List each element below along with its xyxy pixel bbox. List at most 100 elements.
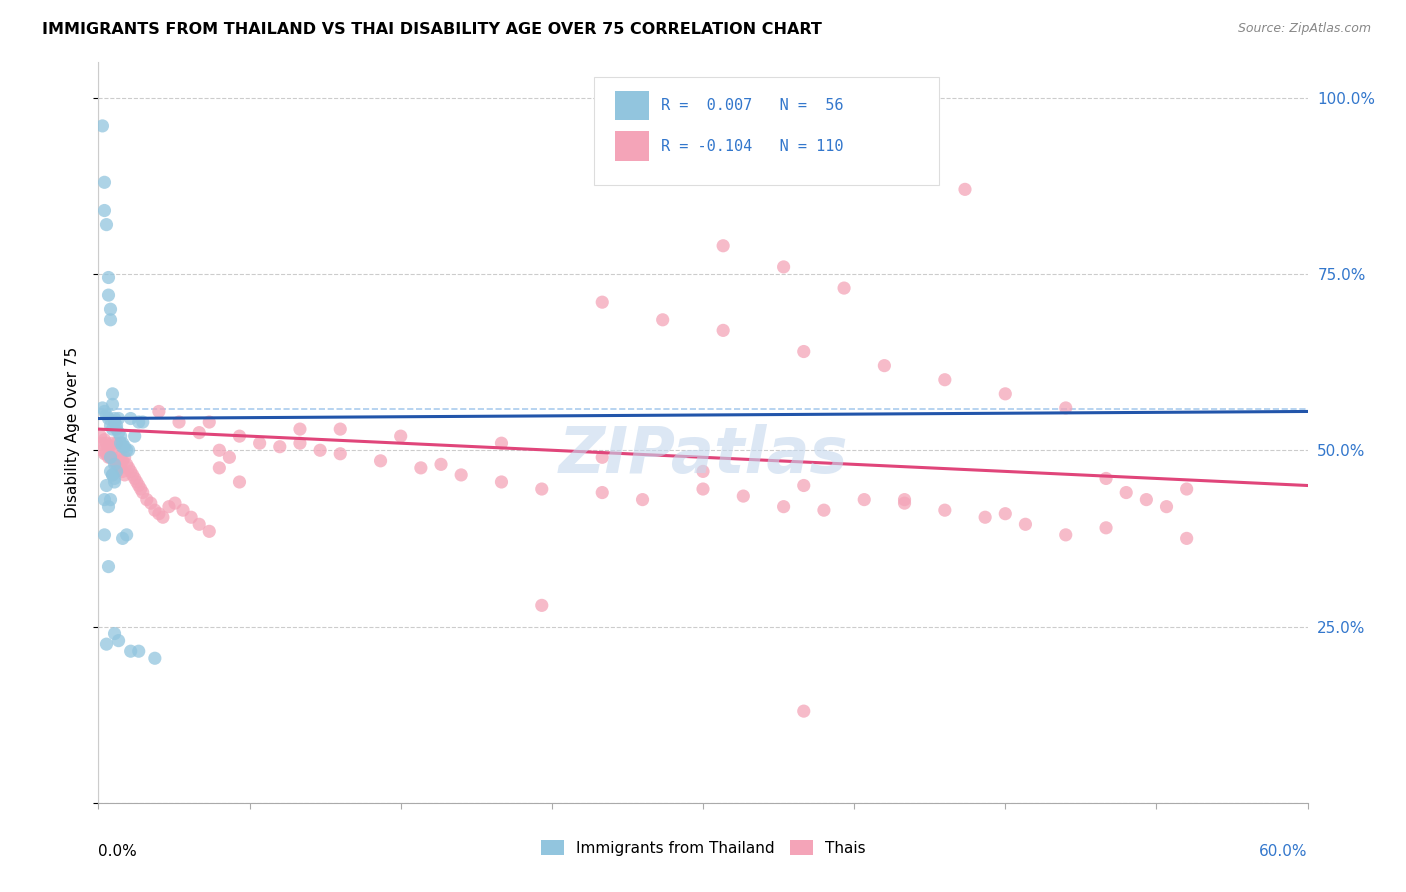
Point [89,429,111,443]
Point [148,507,170,521]
Point [218,450,240,465]
Point [163,496,186,510]
Point [228,429,250,443]
Point [93,492,115,507]
Point [93,203,115,218]
Point [167,415,190,429]
Point [97,559,120,574]
Point [103,454,125,468]
Point [114,450,136,465]
Point [93,447,115,461]
Point [103,415,125,429]
Point [198,415,221,429]
Point [120,411,142,425]
Point [115,443,138,458]
Y-axis label: Disability Age Over 75: Disability Age Over 75 [65,347,80,518]
Point [100,440,122,454]
Point [120,464,142,478]
Point [118,461,141,475]
Point [188,425,211,440]
Point [157,500,180,514]
Point [105,464,128,478]
Point [772,500,794,514]
Point [249,436,271,450]
Legend: Immigrants from Thailand, Thais: Immigrants from Thailand, Thais [534,834,872,862]
Point [118,443,141,458]
Point [934,373,956,387]
Text: ZIPatlas: ZIPatlas [558,424,848,486]
Point [491,475,513,489]
Point [103,471,125,485]
Point [96,408,118,422]
Point [1156,500,1178,514]
Point [711,323,734,337]
Point [101,467,124,482]
Point [125,475,148,489]
Point [100,450,122,465]
Point [105,436,128,450]
Point [110,461,132,475]
Point [107,633,129,648]
Text: 0.0%: 0.0% [98,844,138,858]
Point [228,475,250,489]
Point [91,443,114,458]
Point [370,454,392,468]
Point [591,485,613,500]
Point [124,471,146,485]
Point [100,418,122,433]
Point [97,440,120,454]
Point [208,461,231,475]
Point [530,482,553,496]
Point [103,475,125,489]
Point [121,467,143,482]
Point [148,404,170,418]
Point [128,415,150,429]
Point [1135,492,1157,507]
Point [309,443,332,458]
Point [107,411,129,425]
Point [1095,471,1118,485]
Point [132,415,155,429]
Point [172,503,194,517]
Point [450,467,472,482]
Point [180,510,202,524]
Point [107,450,129,465]
Point [93,404,115,418]
Point [132,485,155,500]
Point [100,492,122,507]
Point [530,599,553,613]
Point [100,450,122,465]
Point [103,440,125,454]
FancyBboxPatch shape [614,91,648,120]
Point [93,175,115,189]
Point [893,492,915,507]
Point [733,489,755,503]
Point [103,458,125,472]
Point [97,270,120,285]
Point [591,450,613,465]
Text: R = -0.104   N = 110: R = -0.104 N = 110 [661,138,844,153]
FancyBboxPatch shape [614,131,648,161]
Point [110,436,132,450]
Point [832,281,855,295]
Point [188,517,211,532]
Point [143,651,166,665]
Point [288,422,311,436]
Point [93,433,115,447]
Point [430,458,453,472]
Point [101,450,124,465]
Point [1115,485,1137,500]
Point [107,425,129,440]
Point [1175,482,1198,496]
Point [491,436,513,450]
Point [111,464,134,478]
Point [135,492,157,507]
FancyBboxPatch shape [595,78,939,185]
Point [100,464,122,478]
Point [128,644,150,658]
Point [103,411,125,425]
Point [120,644,142,658]
Point [105,422,128,436]
Point [893,161,915,176]
Point [793,478,815,492]
